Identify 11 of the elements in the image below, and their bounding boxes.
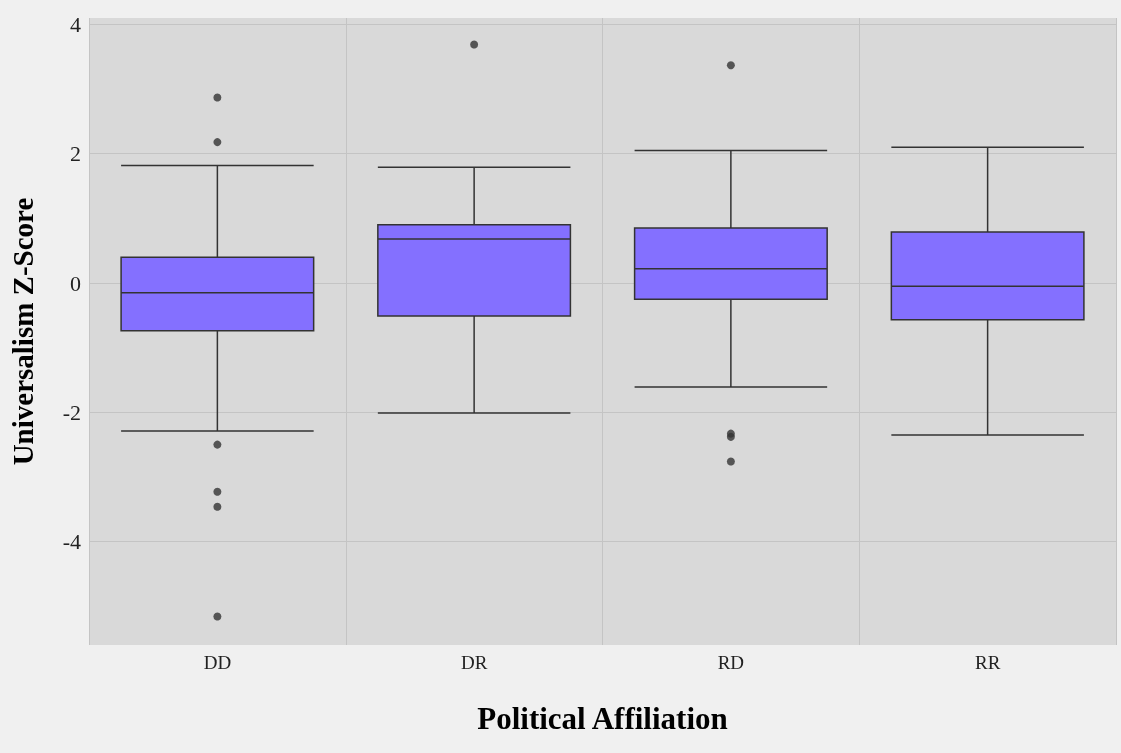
- x-tick-label: RD: [717, 652, 745, 673]
- x-tick-label: DR: [460, 652, 488, 673]
- y-tick-label: 4: [70, 11, 81, 37]
- y-tick-label: 0: [70, 270, 81, 296]
- y-tick-label: -2: [62, 399, 81, 425]
- y-tick-label: 2: [70, 141, 81, 167]
- y-axis-title: Universalism Z-Score: [6, 197, 39, 466]
- x-tick-label: DD: [203, 652, 232, 673]
- x-tick-label: RR: [974, 652, 1001, 673]
- x-axis-title: Political Affiliation: [477, 701, 728, 736]
- y-tick-label: -4: [62, 529, 81, 555]
